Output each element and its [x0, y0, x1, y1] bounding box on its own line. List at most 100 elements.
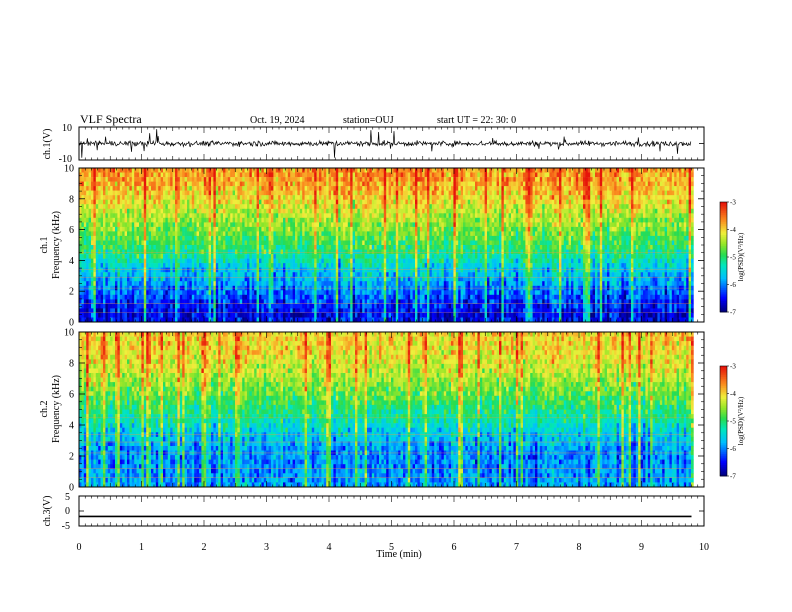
spectrogram-cell	[609, 204, 613, 210]
spectrogram-cell	[357, 172, 361, 178]
spectrogram-cell	[626, 199, 629, 205]
spectrogram-cell	[482, 235, 485, 241]
spectrogram-cell	[434, 217, 437, 223]
spectrogram-cell	[333, 226, 337, 232]
spectrogram-cell	[566, 190, 569, 196]
spectrogram-cell	[95, 172, 99, 178]
spectrogram-cell	[283, 217, 286, 223]
spectrogram-cell	[475, 168, 478, 173]
spectrogram-cell	[139, 186, 142, 191]
spectrogram-cell	[407, 199, 411, 205]
spectrogram-cell	[532, 235, 536, 241]
spectrogram-cell	[664, 245, 668, 250]
spectrogram-cell	[388, 222, 392, 228]
spectrogram-cell	[247, 226, 250, 232]
spectrogram-cell	[537, 177, 541, 182]
spectrogram-cell	[487, 168, 490, 173]
spectrogram-cell	[275, 168, 279, 173]
spectrogram-cell	[484, 231, 488, 237]
spectrogram-cell	[470, 235, 473, 241]
spectrogram-cell	[427, 186, 430, 191]
spectrogram-cell	[302, 217, 305, 223]
spectrogram-cell	[311, 240, 315, 246]
spectrogram-cell	[391, 217, 394, 223]
spectrogram-cell	[578, 217, 581, 223]
spectrogram-cell	[203, 213, 207, 219]
spectrogram-cell	[585, 240, 589, 246]
spectrogram-cell	[179, 208, 183, 214]
spectrogram-cell	[609, 217, 613, 223]
spectrogram-cell	[383, 195, 387, 201]
spectrogram-cell	[299, 240, 303, 246]
spectrogram-cell	[136, 240, 140, 246]
spectrogram-cell	[225, 186, 229, 191]
spectrogram-cell	[369, 199, 373, 205]
spectrogram-cell	[681, 195, 685, 201]
spectrogram-cell	[460, 222, 464, 228]
spectrogram-cell	[122, 217, 125, 223]
spectrogram-cell	[146, 204, 149, 210]
spectrogram-cell	[549, 195, 553, 201]
spectrogram-cell	[184, 231, 188, 237]
spectrogram-cell	[580, 195, 584, 201]
spectrogram-cell	[141, 245, 145, 250]
spectrogram-cell	[201, 177, 205, 182]
spectrogram-cell	[86, 168, 89, 173]
spectrogram-cell	[527, 217, 531, 223]
spectrogram-cell	[410, 186, 413, 191]
spectrogram-cell	[211, 199, 214, 205]
spectrogram-cell	[635, 245, 639, 250]
spectrogram-cell	[599, 172, 603, 178]
spectrogram-cell	[638, 172, 641, 178]
spectrogram-cell	[295, 213, 298, 219]
spectrogram-cell	[453, 249, 457, 255]
spectrogram-cell	[143, 177, 147, 182]
spectrogram-cell	[580, 217, 584, 223]
spectrogram-cell	[271, 249, 274, 255]
spectrogram-cell	[616, 172, 620, 178]
spectrogram-cell	[525, 217, 529, 223]
spectrogram-cell	[566, 240, 569, 246]
spectrogram-cell	[496, 172, 500, 178]
spectrogram-cell	[638, 222, 641, 228]
spectrogram-cell	[122, 249, 125, 255]
spectrogram-cell	[331, 177, 334, 182]
spectrogram-cell	[645, 208, 649, 214]
spectrogram-cell	[143, 204, 147, 210]
spectrogram-cell	[110, 168, 113, 173]
spectrogram-cell	[239, 199, 243, 205]
spectrogram-cell	[261, 217, 265, 223]
spectrogram-cell	[213, 195, 217, 201]
spectrogram-cell	[525, 245, 529, 250]
spectrogram-cell	[443, 249, 447, 255]
spectrogram-cell	[112, 172, 116, 178]
spectrogram-cell	[107, 222, 111, 228]
spectrogram-cell	[405, 181, 409, 187]
spectrogram-cell	[148, 231, 152, 237]
spectrogram-cell	[475, 249, 478, 255]
spectrogram-cell	[131, 172, 135, 178]
spectrogram-cell	[568, 172, 572, 178]
spectrogram-cell	[547, 217, 550, 223]
spectrogram-cell	[235, 249, 238, 255]
spectrogram-cell	[215, 222, 219, 228]
spectrogram-cell	[458, 172, 461, 178]
spectrogram-cell	[235, 213, 238, 219]
spectrogram-cell	[328, 208, 332, 214]
spectrogram-cell	[458, 190, 461, 196]
spectrogram-cell	[369, 235, 373, 241]
spectrogram-cell	[573, 240, 577, 246]
spectrogram-cell	[585, 199, 589, 205]
spectrogram-cell	[280, 245, 284, 250]
spectrogram-cell	[292, 226, 296, 232]
spectrogram-cell	[511, 172, 514, 178]
spectrogram-cell	[623, 240, 627, 246]
spectrogram-cell	[619, 231, 622, 237]
spectrogram-cell	[549, 240, 553, 246]
spectrogram-cell	[227, 217, 231, 223]
spectrogram-cell	[422, 195, 425, 201]
spectrogram-cell	[352, 226, 356, 232]
spectrogram-cell	[172, 186, 176, 191]
spectrogram-cell	[299, 186, 303, 191]
spectrogram-cell	[167, 235, 171, 241]
